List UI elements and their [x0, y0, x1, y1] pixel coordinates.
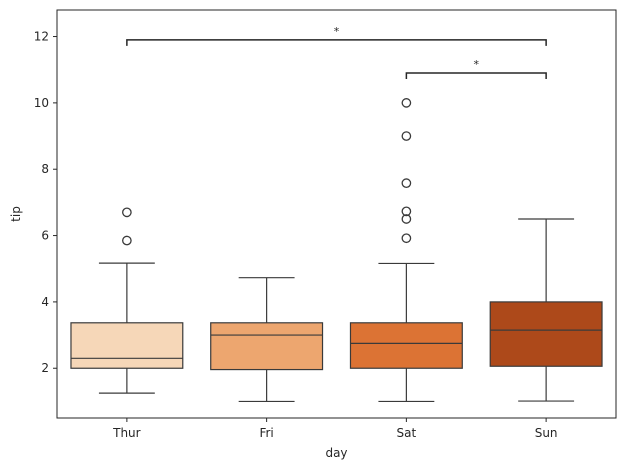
outlier-point — [122, 207, 132, 218]
significance-label: * — [334, 25, 340, 38]
bracket-line — [126, 39, 547, 46]
outlier-point — [401, 131, 412, 141]
outlier-point — [401, 178, 412, 189]
y-axis: 2 4 6 8 10 12 — [34, 30, 57, 375]
y-tick-label: 12 — [34, 30, 49, 44]
significance-annotations: ** — [126, 25, 547, 80]
significance-bracket: * — [126, 25, 547, 46]
y-axis-label: tip — [9, 206, 23, 222]
box-sun — [489, 218, 603, 402]
plot-marks — [70, 98, 603, 403]
box-iqr — [489, 301, 603, 367]
y-tick-label: 6 — [41, 229, 49, 243]
box-iqr — [349, 322, 463, 369]
box-thur — [70, 207, 184, 394]
x-axis-label: day — [325, 446, 347, 460]
y-tick-label: 4 — [41, 295, 49, 309]
x-tick-label-sun: Sun — [535, 426, 558, 440]
plot-frame — [56, 9, 617, 419]
x-tick-label-sat: Sat — [397, 426, 417, 440]
significance-bracket: * — [405, 58, 547, 80]
significance-label: * — [474, 58, 480, 71]
x-tick-label-fri: Fri — [259, 426, 273, 440]
y-tick-label: 8 — [41, 162, 49, 176]
outlier-point — [401, 214, 412, 224]
x-tick-label-thur: Thur — [112, 426, 141, 440]
box-iqr — [70, 322, 184, 369]
y-tick-label: 10 — [34, 96, 49, 110]
y-tick-label: 2 — [41, 361, 49, 375]
x-axis: Thur Fri Sat Sun — [112, 418, 558, 440]
box-sat — [349, 98, 463, 403]
outlier-point — [401, 206, 412, 217]
outlier-point — [401, 233, 412, 244]
outlier-point — [401, 98, 412, 108]
outlier-point — [122, 235, 132, 246]
box-fri — [210, 277, 324, 403]
box-iqr — [210, 322, 324, 371]
bracket-line — [405, 72, 547, 80]
